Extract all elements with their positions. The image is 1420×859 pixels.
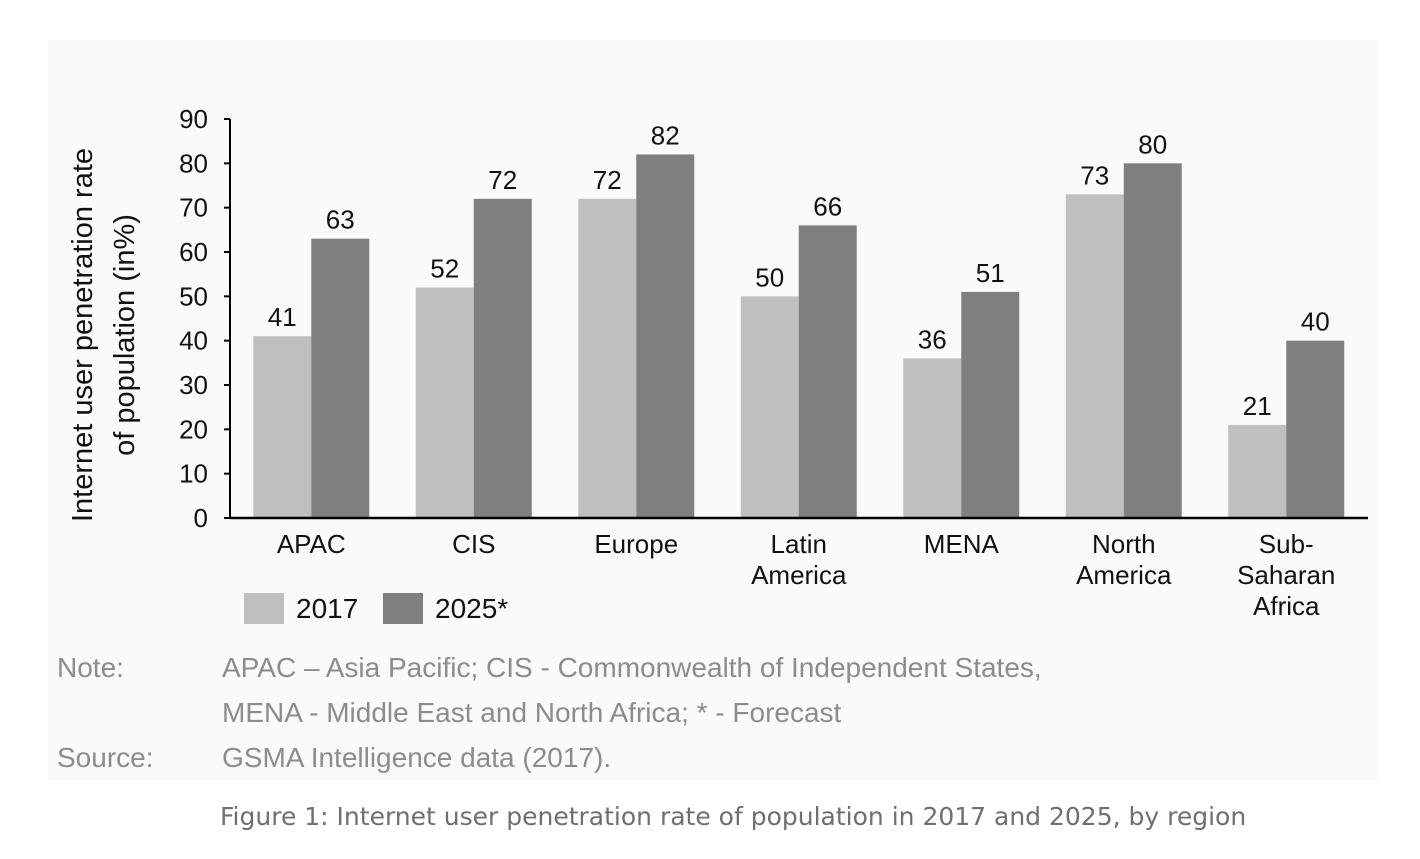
bar-2017-3	[740, 296, 799, 518]
note-text-2: MENA - Middle East and North Africa; * -…	[222, 697, 842, 728]
legend-swatch	[383, 593, 423, 624]
y-axis-title: of population (in%)	[109, 214, 141, 456]
x-tick-label: America	[751, 560, 847, 590]
note-text-1: APAC – Asia Pacific; CIS - Commonwealth …	[222, 652, 1042, 683]
legend-swatch	[244, 593, 284, 624]
source-text: GSMA Intelligence data (2017).	[222, 742, 612, 773]
y-tick-label: 10	[179, 459, 208, 489]
y-tick-label: 20	[179, 414, 208, 444]
data-label: 72	[593, 165, 622, 195]
y-tick-label: 50	[179, 281, 208, 311]
data-label: 63	[326, 205, 355, 235]
bar-2025-5	[1123, 163, 1182, 519]
data-label: 72	[488, 165, 517, 195]
legend-label: 2025*	[435, 593, 508, 624]
figure-caption: Figure 1: Internet user penetration rate…	[220, 802, 1247, 831]
data-label: 80	[1138, 129, 1167, 159]
data-label: 82	[651, 120, 680, 150]
note-label: Note:	[57, 652, 124, 683]
data-label: 52	[430, 253, 459, 283]
y-tick-label: 90	[179, 104, 208, 134]
data-label: 41	[268, 302, 297, 332]
bar-2025-6	[1286, 340, 1345, 518]
y-tick-label: 70	[179, 193, 208, 223]
data-label: 21	[1243, 391, 1272, 421]
source-label: Source:	[57, 742, 154, 773]
y-tick-label: 0	[194, 503, 208, 533]
x-tick-label: APAC	[277, 529, 346, 559]
y-tick-label: 30	[179, 370, 208, 400]
bar-2017-6	[1228, 424, 1287, 518]
data-label: 50	[755, 262, 784, 292]
x-tick-label: Sub-	[1259, 529, 1314, 559]
data-label: 36	[918, 324, 947, 354]
x-tick-label: Europe	[594, 529, 678, 559]
data-label: 66	[813, 191, 842, 221]
bar-2017-4	[903, 358, 962, 518]
bar-2017-5	[1065, 194, 1124, 518]
x-tick-label: CIS	[452, 529, 495, 559]
bar-2025-4	[961, 291, 1020, 518]
y-axis-title: Internet user penetration rate	[67, 148, 99, 522]
x-tick-label: MENA	[924, 529, 1000, 559]
bar-2017-2	[578, 198, 637, 519]
y-tick-label: 60	[179, 237, 208, 267]
x-tick-label: Africa	[1253, 591, 1320, 621]
legend-label: 2017	[296, 593, 358, 624]
data-label: 73	[1080, 160, 1109, 190]
bar-2017-1	[415, 287, 474, 518]
bar-2025-1	[473, 198, 532, 519]
x-tick-label: Saharan	[1237, 560, 1335, 590]
y-tick-label: 80	[179, 148, 208, 178]
bar-2025-0	[311, 238, 370, 518]
bar-chart: 0 10 20 30 40 50 60 70 80 90 Internet user penetra…	[67, 104, 1368, 624]
data-label: 40	[1301, 307, 1330, 337]
bar-2017-0	[253, 336, 312, 518]
y-tick-label: 40	[179, 326, 208, 356]
data-label: 51	[976, 258, 1005, 288]
bar-2025-2	[636, 154, 695, 518]
bar-2025-3	[798, 225, 857, 518]
x-tick-label: Latin	[771, 529, 827, 559]
x-tick-label: America	[1076, 560, 1172, 590]
x-tick-label: North	[1092, 529, 1156, 559]
